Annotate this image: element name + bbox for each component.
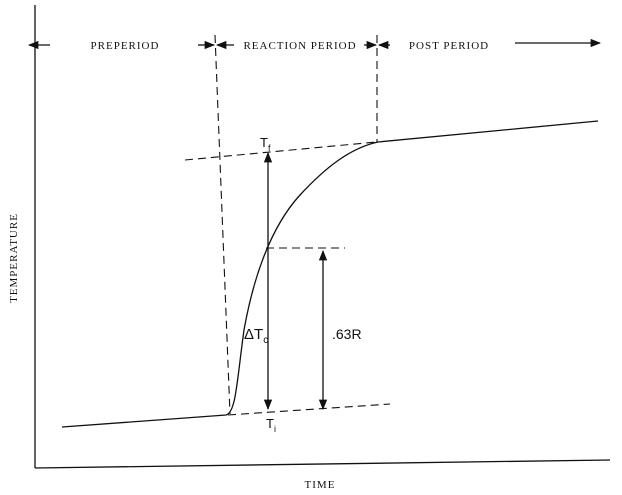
extrapolation	[184, 141, 377, 161]
fraction-label: .63R	[332, 326, 362, 342]
period-label: POST PERIOD	[409, 40, 489, 52]
period-label: REACTION PERIOD	[243, 40, 356, 52]
ti-label: Ti	[266, 416, 276, 434]
label-sub: c	[263, 335, 268, 346]
label-sub: i	[274, 424, 276, 434]
tf-label: Tf	[260, 135, 271, 153]
temperature-curve	[61, 120, 599, 428]
delta-label: ΔTc	[244, 326, 268, 346]
extrapolation	[227, 403, 391, 416]
x-axis	[34, 459, 611, 469]
label-sub: f	[268, 143, 271, 153]
period-label: PREPERIOD	[91, 40, 160, 52]
y-axis-label: TEMPERATURE	[8, 213, 20, 303]
label-main: T	[266, 416, 274, 431]
divider	[214, 34, 231, 415]
label-main: ΔT	[244, 326, 263, 343]
label-main: T	[260, 135, 268, 150]
x-axis-label: TIME	[305, 479, 336, 491]
